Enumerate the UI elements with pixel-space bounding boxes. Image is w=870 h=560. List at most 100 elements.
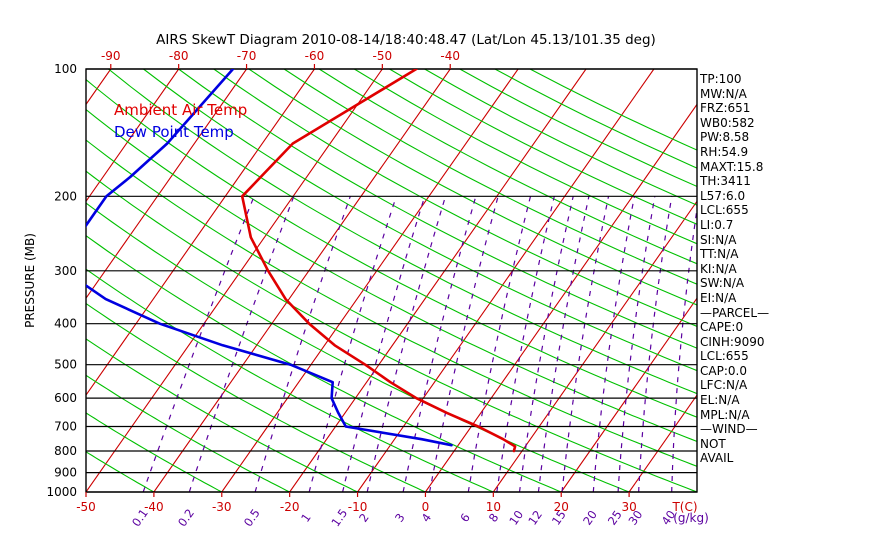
temp-tick-label-top: -60	[305, 49, 325, 63]
isotherm-line	[424, 103, 697, 492]
temp-tick-label-bottom: 0	[422, 500, 430, 514]
mixing-ratio-line	[188, 196, 295, 492]
param-th: TH:3411	[700, 174, 751, 189]
dry-adiabat-line	[86, 374, 290, 492]
parcel-lcl: LCL:655	[700, 349, 749, 364]
pressure-tick-label: 400	[54, 317, 77, 331]
mixing-ratio-line	[617, 196, 656, 492]
parcel-mpl: MPL:N/A	[700, 407, 750, 422]
pressure-tick-label: 200	[54, 189, 77, 203]
param-ki: KI:N/A	[700, 261, 737, 276]
mixing-ratio-line	[496, 196, 555, 492]
pressure-tick-label: 500	[54, 358, 77, 372]
legend-dew-point-temp: Dew Point Temp	[114, 123, 234, 141]
param-tp: TP:100	[700, 72, 742, 86]
parcel-cinh: CINH:9090	[700, 334, 765, 349]
wind-line-1: AVAIL	[700, 451, 734, 466]
dry-adiabat-line	[178, 69, 697, 349]
mixing-ratio-tick-label: 15	[549, 508, 569, 528]
param-frz: FRZ:651	[700, 101, 751, 116]
dry-adiabat-line	[354, 69, 697, 245]
dry-adiabat-line	[86, 268, 494, 492]
dry-adiabat-line	[0, 69, 18, 492]
parameter-panel: TP:100 MW:N/A FRZ:651 WB0:582 PW:8.58 RH:54.9…	[700, 72, 820, 466]
mixing-ratio-line	[402, 196, 477, 492]
y-axis-title: PRESSURE (MB)	[23, 233, 37, 328]
mixing-ratio-line	[429, 196, 499, 492]
isotherm-line	[153, 69, 451, 492]
mixing-ratio-line	[638, 196, 673, 492]
dry-adiabat-line	[86, 170, 697, 492]
parcel-header: —PARCEL—	[700, 305, 770, 320]
pressure-tick-label: 100	[54, 62, 77, 76]
temp-tick-label-top: -80	[169, 49, 189, 63]
mixing-ratio-line	[592, 196, 635, 492]
temp-tick-label-top: -90	[101, 49, 121, 63]
param-sw: SW:N/A	[700, 276, 745, 291]
pressure-tick-label: 600	[54, 391, 77, 405]
legend-ambient-air-temp: Ambient Air Temp	[114, 101, 247, 119]
dry-adiabat-line	[86, 78, 697, 418]
mixing-ratio-tick-label: 20	[580, 508, 600, 528]
mixing-ratio-line	[467, 196, 532, 492]
mixing-ratio-tick-label: 25	[605, 508, 625, 528]
mixing-ratio-axis-title: (g/kg)	[673, 511, 709, 525]
dry-adiabat-line	[143, 69, 697, 372]
temp-tick-label-top: -40	[440, 49, 460, 63]
x-axis-title: T(C)	[671, 500, 697, 514]
page-title: AIRS SkewT Diagram 2010-08-14/18:40:48.4…	[156, 32, 656, 48]
mixing-ratio-tick-label: 6	[457, 511, 473, 525]
ambient-temp-curve	[240, 69, 517, 453]
wind-line-0: NOT	[700, 436, 726, 451]
temp-tick-label-bottom: 20	[554, 500, 569, 514]
temp-tick-label-bottom: -30	[212, 500, 232, 514]
temp-tick-label-bottom: -50	[76, 500, 96, 514]
pressure-tick-label: 900	[54, 466, 77, 480]
dry-adiabat-line	[86, 235, 562, 492]
dry-adiabat-line	[283, 69, 697, 285]
dry-adiabat-line	[86, 202, 630, 492]
mixing-ratio-tick-label: 10	[506, 508, 526, 528]
param-mw: MW:N/A	[700, 86, 747, 101]
mixing-ratio-tick-label: 12	[525, 508, 545, 528]
mixing-ratio-line	[537, 196, 590, 492]
wind-header: —WIND—	[700, 422, 758, 437]
temp-tick-label-bottom: 30	[621, 500, 636, 514]
temp-tick-label-bottom: 10	[486, 500, 501, 514]
pressure-tick-label: 700	[54, 419, 77, 433]
param-wb0: WB0:582	[700, 115, 755, 130]
parcel-el: EL:N/A	[700, 393, 740, 408]
param-lcl: LCL:655	[700, 203, 749, 218]
isotherm-line	[833, 69, 870, 492]
mixing-ratio-tick-label: 0.5	[241, 506, 263, 529]
mixing-ratio-tick-label: 3	[392, 511, 408, 525]
dry-adiabat-line	[86, 412, 223, 492]
param-pw: PW:8.58	[700, 130, 750, 145]
parcel-lfc: LFC:N/A	[700, 378, 748, 393]
dry-adiabat-line	[86, 302, 426, 492]
isotherm-line	[560, 297, 697, 492]
param-l57: L57:6.0	[700, 188, 746, 203]
parcel-cape: CAPE:0	[700, 320, 744, 335]
parcel-cap: CAP:0.0	[700, 363, 747, 378]
param-li: LI:0.7	[700, 217, 734, 232]
dry-adiabat-line	[86, 139, 697, 467]
mixing-ratio-line	[142, 196, 255, 492]
mixing-ratio-tick-label: 40	[658, 508, 678, 528]
temp-tick-label-bottom: -40	[144, 500, 164, 514]
mixing-ratio-tick-label: 30	[625, 508, 645, 528]
param-si: SI:N/A	[700, 232, 737, 247]
dewpoint-curve	[86, 69, 453, 447]
isotherm-line	[86, 69, 315, 397]
dry-adiabat-line	[248, 69, 697, 306]
mixing-ratio-line	[308, 196, 397, 492]
isotherm-line	[628, 394, 697, 492]
dry-adiabat-line	[86, 451, 155, 492]
pressure-tick-label: 1000	[46, 485, 77, 499]
dry-adiabat-line	[108, 69, 697, 395]
pressure-tick-label: 300	[54, 264, 77, 278]
dry-adiabat-line	[318, 69, 697, 265]
param-tt: TT:N/A	[700, 247, 739, 262]
